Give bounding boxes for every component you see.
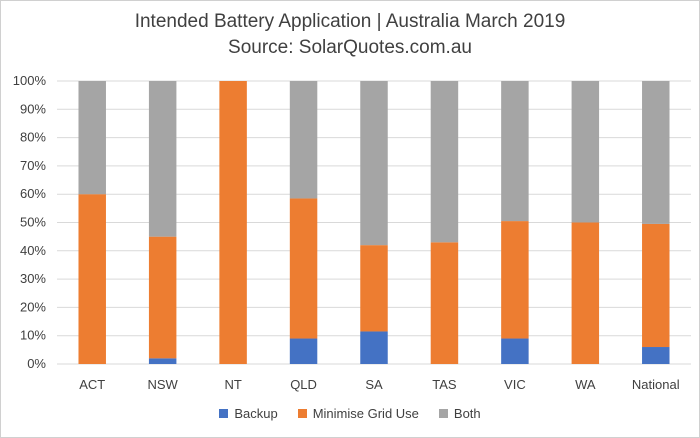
y-tick-label: 60%: [20, 186, 46, 201]
chart-subtitle: Source: SolarQuotes.com.au: [228, 37, 472, 58]
bar-minimise-grid-use: [360, 245, 388, 332]
legend-item: Minimise Grid Use: [297, 406, 419, 421]
x-tick-label: NSW: [147, 377, 178, 392]
legend-label: Backup: [234, 406, 278, 421]
bar-minimise-grid-use: [571, 222, 600, 364]
bar-both: [289, 81, 318, 199]
y-tick-label: 40%: [20, 243, 46, 258]
bar-minimise-grid-use: [219, 81, 247, 364]
bar-backup: [289, 338, 318, 364]
bar-backup: [501, 338, 529, 364]
legend-label: Both: [453, 406, 481, 421]
y-tick-label: 80%: [20, 130, 46, 145]
legend-swatch: [297, 409, 307, 418]
legend-swatch: [219, 409, 229, 418]
bar-minimise-grid-use: [501, 221, 529, 339]
chart-title: Intended Battery Application | Australia…: [134, 11, 566, 32]
bar-minimise-grid-use: [78, 194, 106, 364]
x-tick-label: SA: [365, 377, 383, 392]
bar-both: [571, 81, 600, 223]
bar-backup: [148, 358, 177, 364]
legend-item: Both: [438, 406, 481, 421]
bar-both: [501, 81, 529, 222]
bar-minimise-grid-use: [148, 236, 177, 359]
x-tick-label: National: [632, 377, 680, 392]
legend-item: Backup: [219, 406, 278, 421]
y-tick-label: 100%: [13, 73, 47, 88]
x-tick-label: VIC: [504, 377, 526, 392]
legend-swatch: [438, 409, 448, 418]
bar-both: [78, 81, 106, 195]
bar-minimise-grid-use: [642, 223, 670, 348]
y-tick-label: 10%: [20, 328, 46, 343]
x-tick-label: TAS: [432, 377, 457, 392]
y-tick-label: 90%: [20, 101, 46, 116]
y-tick-label: 30%: [20, 271, 46, 286]
legend-label: Minimise Grid Use: [312, 406, 419, 421]
y-tick-label: 50%: [20, 215, 46, 230]
x-tick-label: NT: [224, 377, 241, 392]
x-tick-label: ACT: [79, 377, 105, 392]
bar-minimise-grid-use: [430, 242, 459, 364]
y-tick-label: 0%: [27, 356, 46, 371]
x-tick-label: QLD: [290, 377, 317, 392]
y-tick-label: 70%: [20, 158, 46, 173]
bar-backup: [642, 347, 670, 364]
x-tick-label: WA: [575, 377, 596, 392]
bar-minimise-grid-use: [289, 198, 318, 339]
bar-both: [148, 81, 177, 237]
y-tick-label: 20%: [20, 299, 46, 314]
bar-both: [430, 81, 459, 243]
bar-both: [642, 81, 670, 224]
bar-backup: [360, 331, 388, 364]
legend: Backup Minimise Grid Use Both: [1, 406, 699, 421]
bar-both: [360, 81, 388, 246]
